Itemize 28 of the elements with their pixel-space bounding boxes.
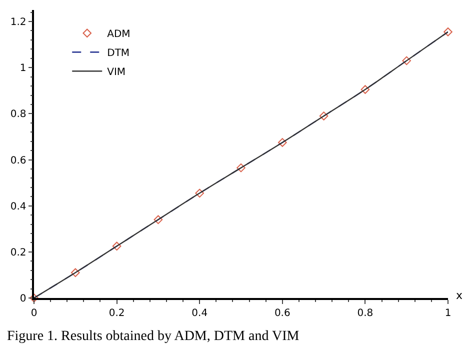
legend-label: DTM <box>107 48 130 60</box>
y-tick-label: 0.4 <box>10 201 26 212</box>
caption: Figure 1. Results obtained by ADM, DTM and VIM <box>7 329 300 344</box>
x-tick-label: 0.8 <box>357 308 374 319</box>
y-tick-label: 0 <box>20 294 26 304</box>
point <box>71 268 80 278</box>
x-axis-title: x <box>456 289 463 302</box>
point <box>444 27 452 36</box>
legend-label: VIM <box>107 67 126 78</box>
y-tick-label: 1 <box>20 63 26 74</box>
x-tick-label: 1 <box>444 308 452 319</box>
y-tick-label: 1.2 <box>10 17 26 28</box>
x-tick-label: 0.2 <box>108 308 125 319</box>
point <box>319 112 328 120</box>
y-tick-label: 0.6 <box>10 155 26 166</box>
point <box>112 242 122 251</box>
legend-label: ADM <box>107 29 130 40</box>
point <box>195 188 204 198</box>
x-tick-label: 0.6 <box>274 308 290 319</box>
x-tick-label: 0.4 <box>192 308 208 319</box>
point <box>278 138 287 147</box>
y-tick-label: 0.2 <box>10 247 26 258</box>
x-tick-label: 0 <box>30 308 38 319</box>
point <box>154 215 163 224</box>
point <box>236 163 246 172</box>
point <box>360 85 370 94</box>
point <box>402 56 411 66</box>
y-tick-label: 0.8 <box>10 109 26 120</box>
